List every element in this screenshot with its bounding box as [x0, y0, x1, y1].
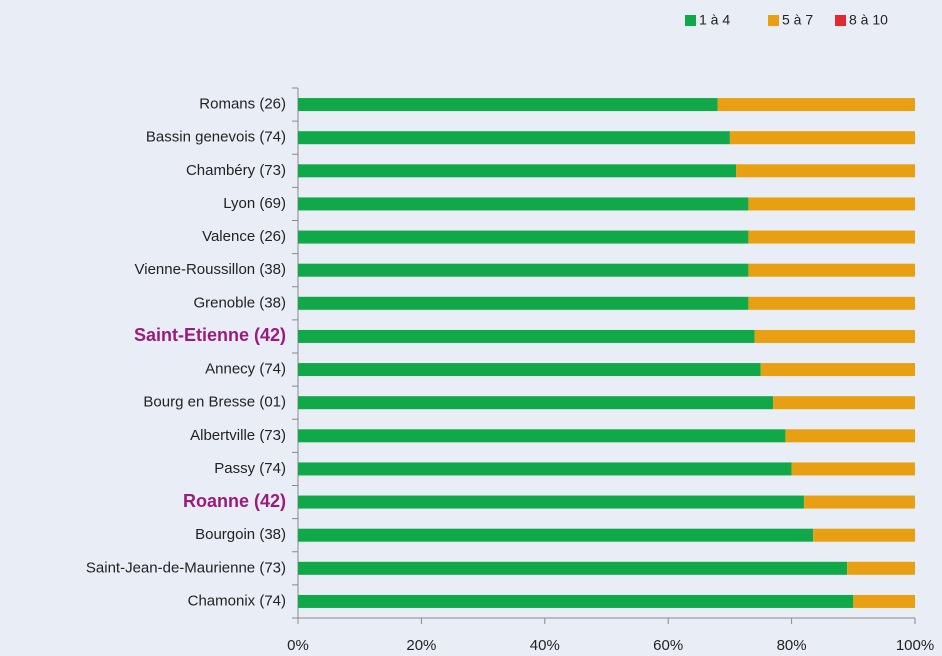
- bar-segment: [298, 297, 748, 310]
- bar-segment: [847, 562, 915, 575]
- legend-swatch: [835, 15, 846, 26]
- legend-label: 5 à 7: [782, 12, 813, 28]
- y-tick-label: Valence (26): [202, 228, 286, 245]
- legend-swatch: [685, 15, 696, 26]
- bar-segment: [298, 264, 748, 277]
- x-tick-label: 60%: [653, 637, 683, 654]
- bar-segment: [298, 462, 792, 475]
- bar-segment: [761, 363, 915, 376]
- bar-segment: [748, 197, 915, 210]
- y-tick-label: Vienne-Roussillon (38): [135, 261, 286, 278]
- y-tick-label: Chamonix (74): [188, 592, 286, 609]
- bar-segment: [785, 429, 915, 442]
- bar-segment: [298, 98, 718, 111]
- legend-swatch: [768, 15, 779, 26]
- bar-segment: [792, 462, 915, 475]
- legend-label: 8 à 10: [849, 12, 888, 28]
- bar-segment: [730, 131, 915, 144]
- bar-segment: [298, 595, 853, 608]
- x-tick-label: 20%: [406, 637, 436, 654]
- x-tick-label: 100%: [896, 637, 934, 654]
- bar-segment: [298, 231, 748, 244]
- y-tick-label: Saint-Jean-de-Maurienne (73): [86, 559, 286, 576]
- bar-segment: [748, 264, 915, 277]
- y-tick-label: Romans (26): [199, 96, 286, 113]
- y-tick-label: Albertville (73): [190, 427, 286, 444]
- bar-segment: [755, 330, 915, 343]
- y-tick-label: Saint-Etienne (42): [134, 325, 286, 345]
- bar-segment: [853, 595, 915, 608]
- x-tick-label: 40%: [530, 637, 560, 654]
- bar-segment: [748, 297, 915, 310]
- bar-segment: [298, 429, 785, 442]
- bar-segment: [298, 131, 730, 144]
- x-tick-label: 80%: [777, 637, 807, 654]
- bar-segment: [298, 197, 748, 210]
- y-tick-label: Chambéry (73): [186, 162, 286, 179]
- x-tick-label: 0%: [287, 637, 309, 654]
- y-tick-label: Roanne (42): [183, 491, 286, 511]
- bar-segment: [298, 496, 804, 509]
- y-tick-label: Bassin genevois (74): [146, 129, 286, 146]
- y-tick-label: Annecy (74): [205, 361, 286, 378]
- bar-segment: [773, 396, 915, 409]
- bar-segment: [748, 231, 915, 244]
- y-tick-label: Bourgoin (38): [195, 526, 286, 543]
- y-tick-label: Grenoble (38): [193, 294, 286, 311]
- bar-segment: [298, 164, 736, 177]
- bar-segment: [298, 363, 761, 376]
- bar-segment: [804, 496, 915, 509]
- y-tick-label: Bourg en Bresse (01): [143, 394, 286, 411]
- legend-label: 1 à 4: [699, 12, 730, 28]
- chart: 0% 20% 40% 60% 80% 100% Romans (26) Bassin gene…: [0, 0, 942, 656]
- bar-segment: [718, 98, 915, 111]
- bar-segment: [298, 396, 773, 409]
- bar-segment: [298, 330, 755, 343]
- bar-segment: [298, 562, 847, 575]
- y-tick-label: Lyon (69): [223, 195, 286, 212]
- bar-segment: [736, 164, 915, 177]
- bar-segment: [298, 529, 813, 542]
- bar-segment: [813, 529, 915, 542]
- y-tick-label: Passy (74): [214, 460, 286, 477]
